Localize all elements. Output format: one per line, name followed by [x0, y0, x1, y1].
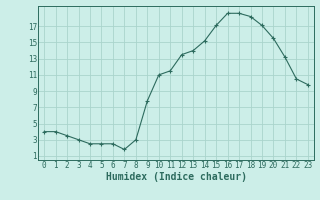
X-axis label: Humidex (Indice chaleur): Humidex (Indice chaleur) — [106, 172, 246, 182]
